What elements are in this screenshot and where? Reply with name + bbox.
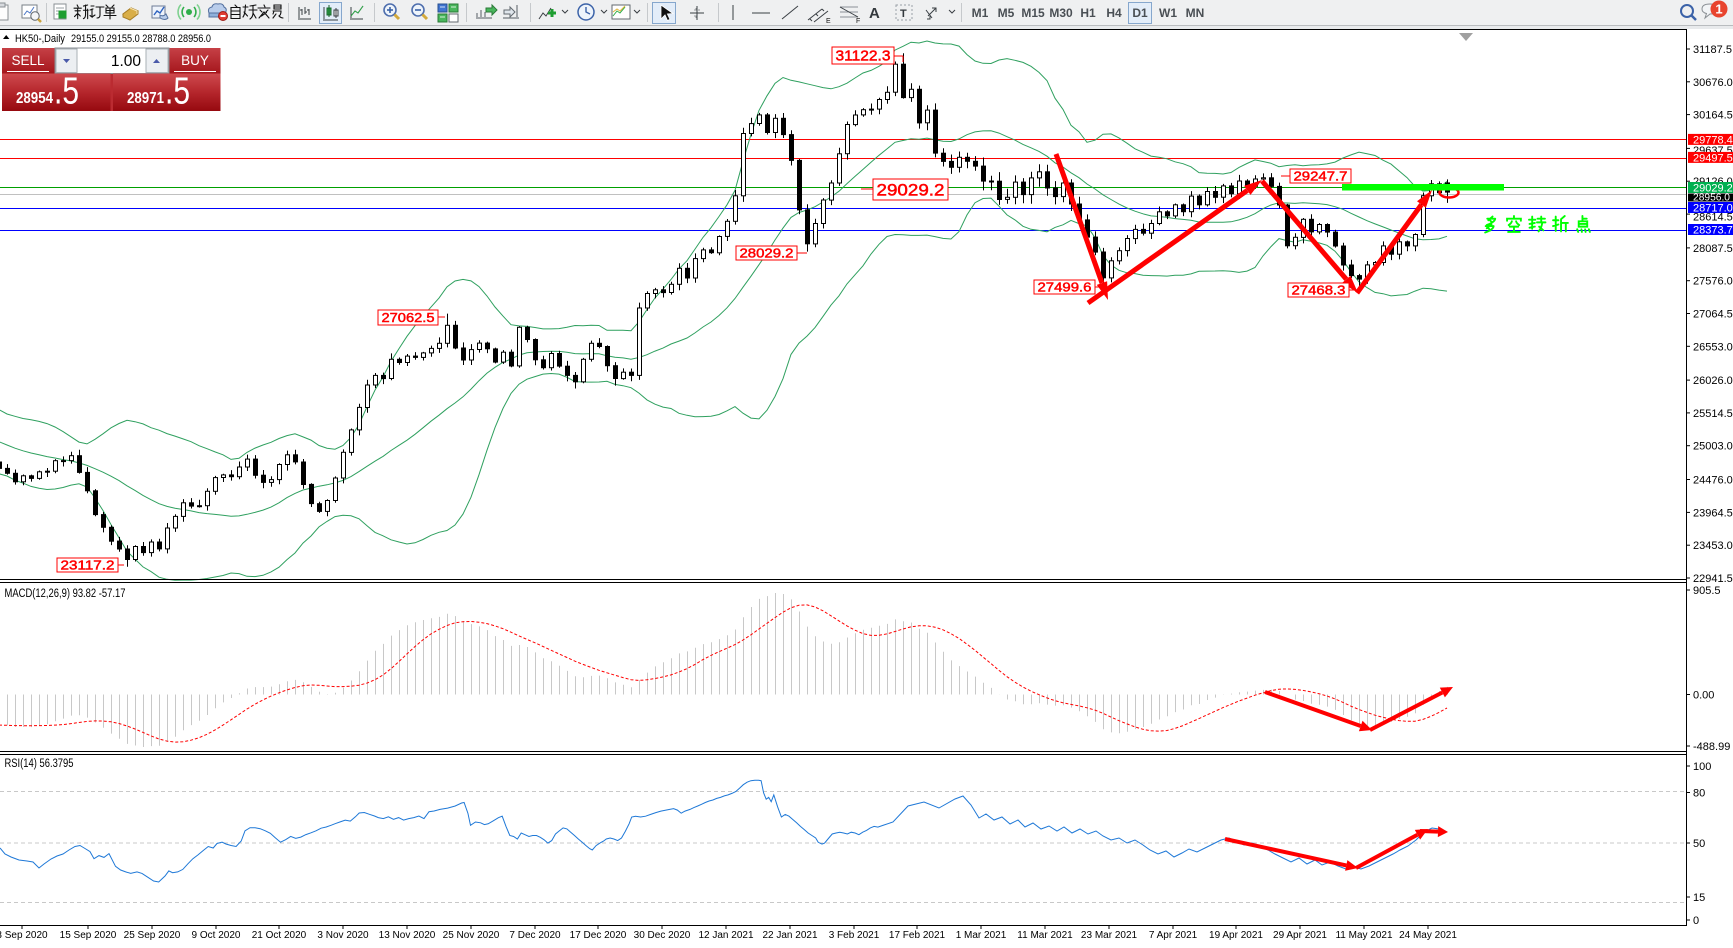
svg-text:19 Apr 2021: 19 Apr 2021 xyxy=(1209,930,1263,941)
svg-text:25 Sep 2020: 25 Sep 2020 xyxy=(124,930,181,941)
svg-text:SELL: SELL xyxy=(11,53,45,68)
svg-text:29497.5: 29497.5 xyxy=(1693,152,1733,164)
svg-text:29778.4: 29778.4 xyxy=(1693,134,1733,146)
svg-text:25 Nov 2020: 25 Nov 2020 xyxy=(443,930,500,941)
svg-text:A: A xyxy=(869,5,880,22)
svg-text:30 Dec 2020: 30 Dec 2020 xyxy=(634,930,691,941)
svg-text:27468.3: 27468.3 xyxy=(1292,283,1346,298)
svg-text:BUY: BUY xyxy=(181,53,209,68)
svg-text:11 May 2021: 11 May 2021 xyxy=(1335,930,1393,941)
svg-text:27576.0: 27576.0 xyxy=(1693,276,1733,288)
svg-text:30164.5: 30164.5 xyxy=(1693,110,1733,122)
svg-text:1 Mar 2021: 1 Mar 2021 xyxy=(956,930,1007,941)
svg-text:24 May 2021: 24 May 2021 xyxy=(1399,930,1457,941)
svg-text:28614.5: 28614.5 xyxy=(1693,212,1733,224)
svg-text:28087.5: 28087.5 xyxy=(1693,243,1733,255)
svg-text:27062.5: 27062.5 xyxy=(382,310,435,325)
svg-text:1: 1 xyxy=(1715,2,1722,17)
svg-text:9 Oct 2020: 9 Oct 2020 xyxy=(192,930,241,941)
svg-text:H4: H4 xyxy=(1106,6,1122,20)
svg-text:3 Nov 2020: 3 Nov 2020 xyxy=(317,930,369,941)
svg-text:15: 15 xyxy=(1693,892,1705,904)
svg-text:RSI(14) 56.3795: RSI(14) 56.3795 xyxy=(5,758,74,770)
svg-text:0.00: 0.00 xyxy=(1693,690,1714,702)
svg-text:29 Apr 2021: 29 Apr 2021 xyxy=(1273,930,1327,941)
svg-text:15 Sep 2020: 15 Sep 2020 xyxy=(60,930,117,941)
svg-text:29247.7: 29247.7 xyxy=(1294,169,1348,184)
svg-text:MN: MN xyxy=(1186,6,1205,20)
svg-text:HK50-,Daily: HK50-,Daily xyxy=(15,33,65,45)
svg-text:W1: W1 xyxy=(1159,6,1177,20)
svg-text:24476.0: 24476.0 xyxy=(1693,475,1733,487)
svg-text:29029.2: 29029.2 xyxy=(877,181,945,200)
svg-text:31187.5: 31187.5 xyxy=(1693,44,1732,56)
svg-text:23 Mar 2021: 23 Mar 2021 xyxy=(1081,930,1138,941)
svg-text:3 Feb 2021: 3 Feb 2021 xyxy=(829,930,880,941)
svg-text:25514.5: 25514.5 xyxy=(1693,408,1733,420)
svg-text:27499.6: 27499.6 xyxy=(1038,280,1092,295)
svg-text:MACD(12,26,9) 93.82 -57.17: MACD(12,26,9) 93.82 -57.17 xyxy=(5,588,126,600)
svg-text:26026.0: 26026.0 xyxy=(1693,375,1733,387)
svg-text:17 Dec 2020: 17 Dec 2020 xyxy=(570,930,627,941)
svg-text:100: 100 xyxy=(1693,761,1711,773)
svg-text:29155.0 29155.0 28788.0 28956.: 29155.0 29155.0 28788.0 28956.0 xyxy=(71,33,211,45)
svg-text:11 Mar 2021: 11 Mar 2021 xyxy=(1017,930,1073,941)
svg-text:28373.7: 28373.7 xyxy=(1693,225,1733,237)
svg-text:28971: 28971 xyxy=(127,90,164,107)
svg-text:17 Feb 2021: 17 Feb 2021 xyxy=(889,930,946,941)
svg-text:30676.0: 30676.0 xyxy=(1693,77,1733,89)
svg-text:29029.2: 29029.2 xyxy=(1693,183,1733,195)
svg-text:13 Nov 2020: 13 Nov 2020 xyxy=(379,930,436,941)
svg-text:.5: .5 xyxy=(54,71,79,113)
svg-text:31122.3: 31122.3 xyxy=(836,49,891,65)
svg-text:905.5: 905.5 xyxy=(1693,585,1721,597)
svg-text:21 Oct 2020: 21 Oct 2020 xyxy=(252,930,307,941)
svg-text:M15: M15 xyxy=(1021,6,1045,20)
svg-text:25003.0: 25003.0 xyxy=(1693,441,1733,453)
svg-text:22 Jan 2021: 22 Jan 2021 xyxy=(762,930,817,941)
svg-text:T: T xyxy=(900,8,907,20)
svg-text:22941.5: 22941.5 xyxy=(1693,573,1733,585)
svg-text:28954: 28954 xyxy=(16,90,53,107)
svg-text:H1: H1 xyxy=(1080,6,1096,20)
svg-text:3 Sep 2020: 3 Sep 2020 xyxy=(0,930,48,941)
svg-text:26553.0: 26553.0 xyxy=(1693,341,1733,353)
svg-text:23117.2: 23117.2 xyxy=(61,558,115,573)
svg-text:7 Apr 2021: 7 Apr 2021 xyxy=(1149,930,1198,941)
svg-text:M5: M5 xyxy=(998,6,1015,20)
svg-text:28717.0: 28717.0 xyxy=(1693,203,1733,215)
svg-text:80: 80 xyxy=(1693,788,1705,800)
svg-text:-488.99: -488.99 xyxy=(1693,741,1730,753)
svg-text:D1: D1 xyxy=(1132,6,1148,20)
svg-text:1.00: 1.00 xyxy=(111,53,142,70)
svg-text:F: F xyxy=(856,18,860,25)
svg-text:50: 50 xyxy=(1693,838,1705,850)
svg-text:23964.5: 23964.5 xyxy=(1693,507,1733,519)
svg-text:0: 0 xyxy=(1693,915,1699,927)
svg-text:23453.0: 23453.0 xyxy=(1693,540,1733,552)
svg-text:E: E xyxy=(826,18,831,25)
svg-text:.5: .5 xyxy=(165,71,190,113)
svg-text:28029.2: 28029.2 xyxy=(740,246,794,261)
svg-text:7 Dec 2020: 7 Dec 2020 xyxy=(509,930,561,941)
svg-text:12 Jan 2021: 12 Jan 2021 xyxy=(698,930,753,941)
svg-text:28956.0: 28956.0 xyxy=(1693,193,1730,204)
svg-text:M30: M30 xyxy=(1049,6,1073,20)
svg-text:M1: M1 xyxy=(972,6,989,20)
svg-text:27064.5: 27064.5 xyxy=(1693,309,1733,321)
